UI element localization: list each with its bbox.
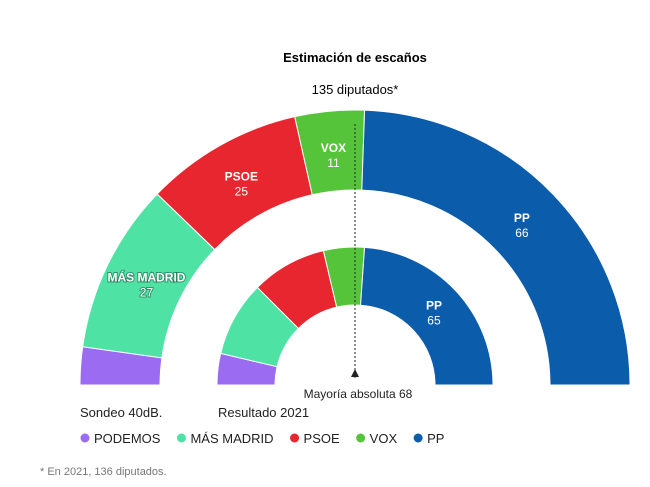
legend-label-psoe: PSOE [304,431,340,446]
legend: PODEMOS MÁS MADRID PSOE VOX PP [80,431,444,446]
outer-label-vox: VOX [321,141,346,155]
legend-swatch-psoe [290,433,300,443]
legend-label-vox: VOX [370,431,398,446]
majority-arrow-icon [351,369,359,377]
chart-title: Estimación de escaños [283,50,427,65]
inner-label-pp: PP [426,298,442,312]
majority-marker: Mayoría absoluta 68 [304,124,413,401]
outer-label-pp: PP [514,211,530,225]
outer-value-psoe: 25 [235,185,249,199]
legend-swatch-podemos [80,433,90,443]
outer-segment-pp [361,109,631,386]
inner-segment-pp [360,246,494,386]
outer-label-psoe: PSOE [225,170,258,184]
outer-arc-label: Sondeo 40dB. [80,405,162,420]
legend-label-pp: PP [427,431,444,446]
legend-swatch-pp [413,433,423,443]
outer-label-mas-madrid: MÁS MADRID [107,269,185,284]
outer-value-vox: 11 [327,156,340,170]
majority-label: Mayoría absoluta 68 [304,387,413,401]
outer-value-pp: 66 [515,226,529,240]
outer-value-mas-madrid: 27 [140,285,154,299]
inner-value-pp: 65 [427,313,441,327]
inner-arc-label: Resultado 2021 [218,405,309,420]
legend-label-mas-madrid: MÁS MADRID [190,431,273,446]
legend-swatch-vox [356,433,366,443]
legend-swatch-mas-madrid [176,433,186,443]
footnote: * En 2021, 136 diputados. [40,466,167,478]
legend-label-podemos: PODEMOS [94,431,161,446]
chart-subtitle: 135 diputados* [312,82,399,97]
